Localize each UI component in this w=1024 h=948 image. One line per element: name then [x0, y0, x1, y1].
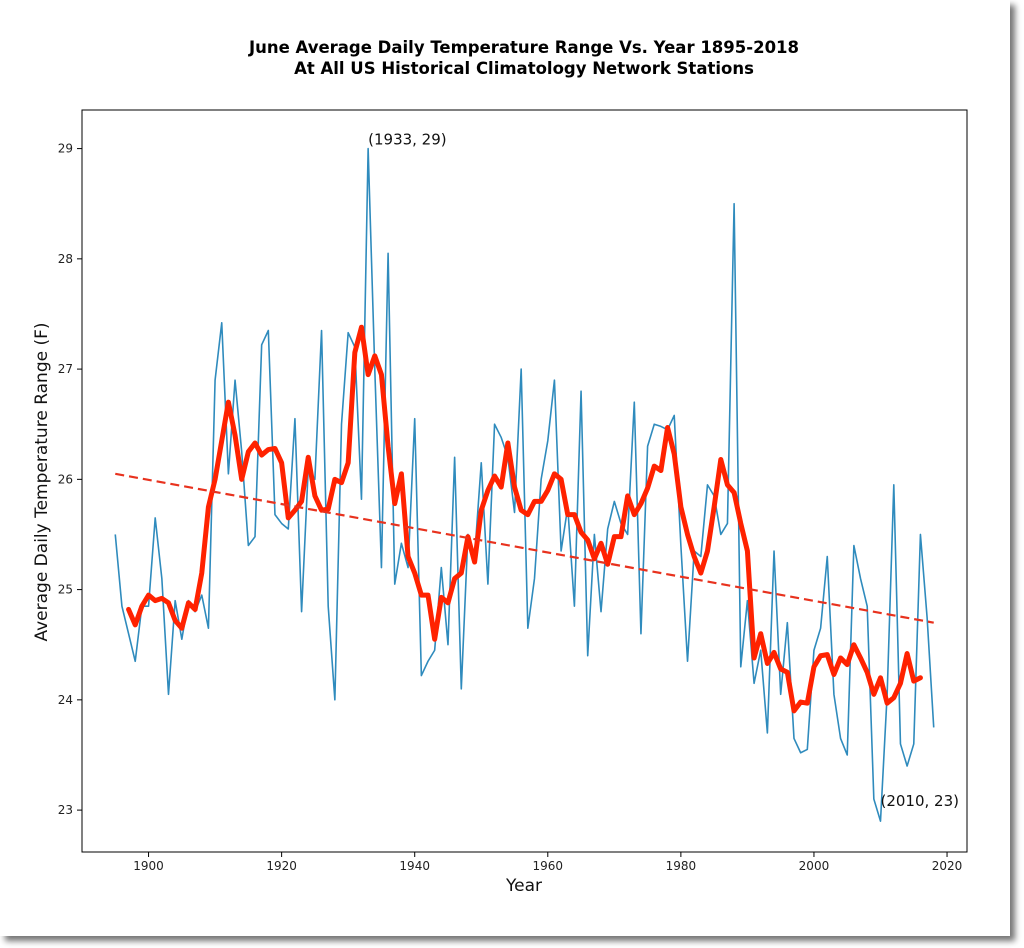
x-tick-label: 2000: [799, 859, 830, 873]
y-tick-label: 27: [58, 362, 73, 376]
x-tick-label: 1900: [133, 859, 164, 873]
chart-title-line-1: June Average Daily Temperature Range Vs.…: [248, 38, 799, 57]
y-tick-label: 24: [58, 693, 73, 707]
annotation-layer: (1933, 29) (2010, 23): [368, 131, 959, 811]
x-tick-label: 2020: [932, 859, 963, 873]
smoothed-series-line: [126, 324, 923, 714]
y-axis-label: Average Daily Temperature Range (F): [32, 322, 52, 641]
x-axis-label: Year: [505, 876, 542, 896]
annotation-label-2: (2010, 23): [880, 792, 959, 810]
x-tick-label: 1980: [666, 859, 697, 873]
y-axis: 23 24 25 26 27 28 29: [58, 142, 82, 817]
chart-svg: June Average Daily Temperature Range Vs.…: [32, 38, 968, 896]
y-tick-label: 28: [58, 252, 73, 266]
y-tick-label: 26: [58, 472, 73, 486]
x-tick-label: 1960: [533, 859, 564, 873]
trend-line: [115, 472, 934, 624]
chart-figure: June Average Daily Temperature Range Vs.…: [32, 38, 968, 896]
chart-title-line-2: At All US Historical Climatology Network…: [294, 59, 754, 78]
y-tick-label: 23: [58, 803, 73, 817]
x-tick-label: 1920: [266, 859, 297, 873]
plot-area-frame: [81, 109, 968, 853]
x-axis: 1900 1920 1940 1960 1980 2000 2020: [133, 852, 962, 873]
x-tick-label: 1940: [399, 859, 430, 873]
annotation-label-1: (1933, 29): [368, 131, 447, 149]
series-layer: [114, 147, 935, 822]
annual-series-line: [114, 147, 935, 822]
y-tick-label: 25: [58, 583, 73, 597]
y-tick-label: 29: [58, 142, 73, 156]
